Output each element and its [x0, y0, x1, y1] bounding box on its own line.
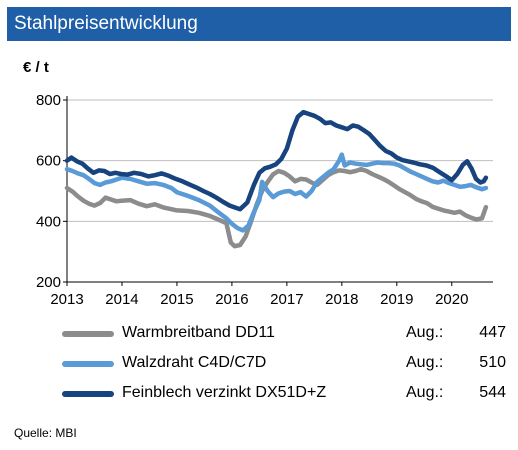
legend-entry-feinblech: Feinblech verzinkt DX51D+Z Aug.: 544: [62, 382, 512, 406]
legend-swatch-walzdraht: [62, 361, 114, 367]
x-tick-2017: 2017: [270, 291, 303, 308]
legend-entry-walzdraht: Walzdraht C4D/C7D Aug.: 510: [62, 352, 512, 376]
legend-value-feinblech: 544: [479, 384, 506, 401]
title-bar: Stahlpreisentwicklung: [7, 7, 511, 41]
chart-title: Stahlpreisentwicklung: [14, 13, 198, 34]
legend-swatch-warmbreitband: [62, 331, 114, 337]
x-tick-2013: 2013: [50, 291, 83, 308]
legend-value-warmbreitband: 447: [479, 324, 506, 341]
y-tick-labels: 200 400 600 800: [36, 92, 61, 291]
series-line-feinblech: [64, 109, 489, 212]
legend-label-warmbreitband: Warmbreitband DD11: [122, 324, 275, 341]
legend-swatch-feinblech: [62, 391, 114, 397]
y-tick-400: 400: [36, 213, 61, 230]
y-tick-200: 200: [36, 274, 61, 291]
legend-month-warmbreitband: Aug.:: [406, 324, 444, 341]
legend-label-walzdraht: Walzdraht C4D/C7D: [122, 354, 267, 371]
unit-label: € / t: [23, 59, 49, 76]
source-note: Quelle: MBI: [14, 426, 77, 440]
x-tick-2014: 2014: [105, 291, 138, 308]
series-lines: [64, 109, 489, 249]
x-tick-2015: 2015: [160, 291, 193, 308]
legend-entry-warmbreitband: Warmbreitband DD11 Aug.: 447: [62, 322, 512, 346]
axes: [63, 96, 493, 286]
x-tick-labels: 2013 2014 2015 2016 2017 2018 2019 2020: [50, 291, 468, 308]
x-tick-2020: 2020: [435, 291, 468, 308]
legend-month-walzdraht: Aug.:: [406, 354, 444, 371]
y-tick-600: 600: [36, 153, 61, 170]
x-tick-2018: 2018: [325, 291, 358, 308]
series-line-walzdraht: [64, 152, 489, 233]
legend-label-feinblech: Feinblech verzinkt DX51D+Z: [122, 384, 327, 401]
x-tick-2016: 2016: [215, 291, 248, 308]
y-tick-800: 800: [36, 92, 61, 109]
series-line-warmbreitband: [64, 166, 489, 249]
x-tick-2019: 2019: [380, 291, 413, 308]
legend-value-walzdraht: 510: [479, 354, 506, 371]
legend-month-feinblech: Aug.:: [406, 384, 444, 401]
